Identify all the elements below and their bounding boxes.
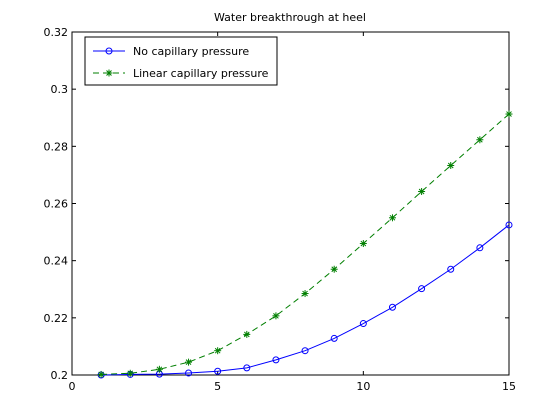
- data-point: [359, 320, 367, 328]
- y-tick-label: 0.32: [44, 26, 69, 39]
- legend-label-2: Linear capillary pressure: [133, 67, 269, 80]
- asterisk-stroke: [418, 188, 425, 195]
- series-1: [97, 221, 513, 379]
- legend-marker-1: [105, 47, 113, 55]
- data-point: [447, 161, 455, 169]
- data-point: [301, 290, 309, 298]
- asterisk-stroke: [331, 266, 338, 273]
- data-point: [418, 285, 426, 293]
- legend: No capillary pressure Linear capillary pr…: [84, 36, 278, 86]
- x-tick-label: 10: [356, 380, 370, 393]
- legend-label-1: No capillary pressure: [133, 45, 249, 58]
- x-tick-label: 5: [214, 380, 221, 393]
- asterisk-stroke: [360, 240, 367, 247]
- data-point: [330, 265, 338, 273]
- data-point: [388, 214, 396, 222]
- data-point: [243, 364, 251, 372]
- data-point: [214, 347, 222, 355]
- legend-box: [84, 36, 278, 86]
- series-layer: [97, 110, 513, 379]
- data-point: [243, 330, 251, 338]
- asterisk-stroke: [185, 359, 192, 365]
- data-point: [272, 312, 280, 320]
- data-point: [185, 358, 193, 366]
- data-point: [330, 334, 338, 342]
- data-point: [418, 187, 426, 195]
- plot-area: [71, 31, 510, 376]
- x-tick-label: 0: [69, 380, 76, 393]
- asterisk-stroke: [127, 370, 134, 377]
- data-point: [476, 244, 484, 252]
- chart-title: Water breakthrough at heel: [214, 11, 366, 24]
- axis-ticks: 0 5 10 15 0.2 0.22 0.24 0.26 0.28 0.3 0.32: [44, 26, 517, 393]
- data-point: [214, 367, 222, 375]
- y-tick-label: 0.24: [44, 255, 69, 268]
- y-tick-label: 0.2: [51, 369, 69, 382]
- asterisk-stroke: [447, 162, 454, 169]
- data-point: [447, 265, 455, 273]
- y-tick-label: 0.26: [44, 198, 69, 211]
- data-point: [359, 240, 367, 248]
- y-tick-label: 0.3: [51, 83, 69, 96]
- asterisk-stroke: [98, 371, 104, 378]
- data-point: [301, 347, 309, 355]
- legend-marker-2: [105, 69, 113, 77]
- asterisk-stroke: [243, 331, 250, 338]
- asterisk-stroke: [156, 366, 163, 373]
- series-line-1: [101, 224, 510, 376]
- data-point: [185, 369, 193, 377]
- data-point: [476, 136, 484, 144]
- asterisk-stroke: [477, 136, 483, 143]
- data-point: [126, 369, 134, 377]
- asterisk-stroke: [106, 70, 112, 76]
- series-2: [97, 110, 513, 378]
- data-point: [505, 221, 513, 229]
- asterisk-stroke: [389, 214, 396, 221]
- data-point: [272, 356, 280, 364]
- asterisk-stroke: [302, 290, 308, 297]
- x-tick-label: 15: [502, 380, 516, 393]
- asterisk-stroke: [273, 313, 279, 319]
- data-point: [155, 365, 163, 373]
- data-point: [388, 303, 396, 311]
- data-point: [97, 370, 105, 378]
- y-tick-label: 0.28: [44, 140, 69, 153]
- asterisk-stroke: [506, 111, 512, 117]
- asterisk-stroke: [214, 347, 221, 354]
- data-point: [505, 110, 513, 118]
- y-tick-label: 0.22: [44, 312, 69, 325]
